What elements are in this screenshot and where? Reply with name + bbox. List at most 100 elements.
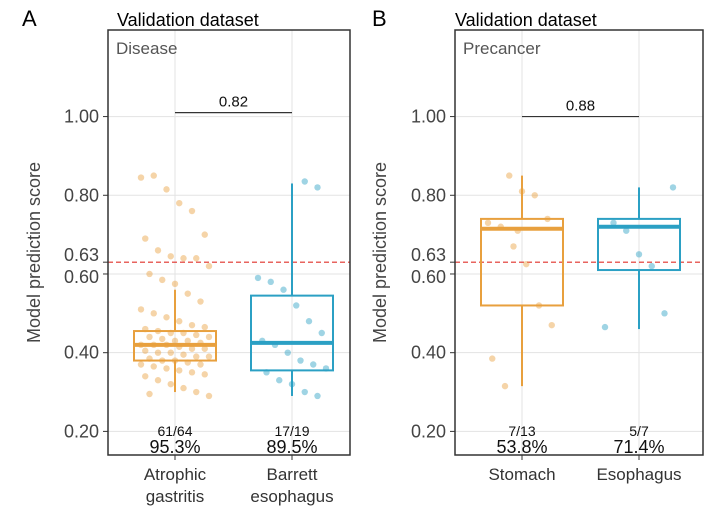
y-tick-label: 0.40 xyxy=(411,343,446,363)
data-point xyxy=(154,349,162,356)
data-point xyxy=(623,227,630,234)
data-point xyxy=(146,270,153,278)
strip-label: Disease xyxy=(116,39,177,58)
data-point xyxy=(205,392,213,400)
data-point xyxy=(154,377,162,384)
x-tick-label: Barrett xyxy=(266,465,317,484)
data-point xyxy=(150,363,157,370)
data-point xyxy=(310,361,317,368)
data-point xyxy=(188,345,196,352)
data-point xyxy=(188,321,196,329)
data-point xyxy=(301,388,308,396)
y-tick-label: 0.20 xyxy=(411,421,446,441)
data-point xyxy=(280,286,287,293)
data-point xyxy=(176,199,183,207)
data-point xyxy=(293,302,300,309)
panel-letter: B xyxy=(372,6,387,31)
x-tick-label: gastritis xyxy=(146,487,205,506)
panel-border xyxy=(454,29,704,456)
y-axis-label: Model prediction score xyxy=(24,162,44,343)
box xyxy=(480,217,564,307)
data-point xyxy=(167,253,174,260)
box xyxy=(597,217,681,272)
data-point xyxy=(484,219,492,227)
data-point xyxy=(648,262,655,270)
data-point xyxy=(531,192,538,199)
data-point xyxy=(176,318,183,325)
data-point xyxy=(167,349,174,356)
data-point xyxy=(176,367,183,374)
data-point xyxy=(197,298,204,305)
data-point xyxy=(180,384,187,392)
data-point xyxy=(146,390,153,398)
data-point xyxy=(167,380,174,388)
data-point xyxy=(137,174,145,181)
data-point xyxy=(163,314,170,321)
data-point xyxy=(201,323,208,331)
data-point xyxy=(137,306,145,313)
y-tick-label: 0.20 xyxy=(64,421,99,441)
data-point xyxy=(501,382,509,390)
y-tick-label: 0.80 xyxy=(64,185,99,205)
data-point xyxy=(180,351,187,358)
data-point xyxy=(254,274,262,282)
data-point xyxy=(297,357,304,364)
panel-title: Validation dataset xyxy=(117,10,259,30)
data-point xyxy=(201,345,208,352)
data-point xyxy=(188,369,196,376)
percent-label: 53.8% xyxy=(496,437,547,457)
data-point xyxy=(163,186,170,193)
data-point xyxy=(142,373,149,380)
y-tick-label: 0.80 xyxy=(411,185,446,205)
data-point xyxy=(548,321,555,329)
y-tick-label: 1.00 xyxy=(64,107,99,127)
data-point xyxy=(510,243,517,250)
data-point xyxy=(193,255,200,262)
count-label: 17/19 xyxy=(274,423,309,439)
strip-label: Precancer xyxy=(463,39,541,58)
data-point xyxy=(205,262,213,270)
data-point xyxy=(284,349,291,356)
data-point xyxy=(314,392,321,400)
data-point xyxy=(661,310,668,317)
data-point xyxy=(171,337,179,345)
data-point xyxy=(150,172,157,179)
data-point xyxy=(193,388,200,396)
panel-title: Validation dataset xyxy=(455,10,597,30)
data-point xyxy=(205,333,213,341)
data-point xyxy=(205,353,213,360)
data-point xyxy=(276,377,283,384)
data-point xyxy=(201,231,208,238)
data-point xyxy=(163,365,170,372)
data-point xyxy=(201,371,208,378)
percent-label: 95.3% xyxy=(149,437,200,457)
data-point xyxy=(193,331,200,339)
data-point xyxy=(193,353,200,360)
panel-b: B Validation dataset 0.20 0.40 0.600.63 0.80 1… xyxy=(370,6,704,484)
y-tick-label: 0.60 xyxy=(64,267,99,287)
data-point xyxy=(184,290,191,297)
data-point xyxy=(150,310,157,317)
data-point xyxy=(159,335,166,343)
group-esophagus: 5/771.4% Esophagus xyxy=(596,184,682,484)
data-point xyxy=(197,361,204,368)
data-point xyxy=(301,178,308,185)
count-label: 5/7 xyxy=(629,423,649,439)
data-point xyxy=(318,329,325,337)
y-tick-label: 0.60 xyxy=(411,267,446,287)
data-point xyxy=(610,219,617,227)
data-point xyxy=(669,184,677,191)
data-point xyxy=(635,251,643,258)
count-label: 61/64 xyxy=(157,423,192,439)
data-point xyxy=(601,323,609,331)
y-tick-label: 0.63 xyxy=(411,245,446,265)
data-point xyxy=(142,235,149,242)
data-point xyxy=(267,278,274,286)
data-point xyxy=(180,255,187,262)
data-point xyxy=(523,260,530,268)
data-point xyxy=(142,347,149,354)
count-label: 7/13 xyxy=(508,423,535,439)
